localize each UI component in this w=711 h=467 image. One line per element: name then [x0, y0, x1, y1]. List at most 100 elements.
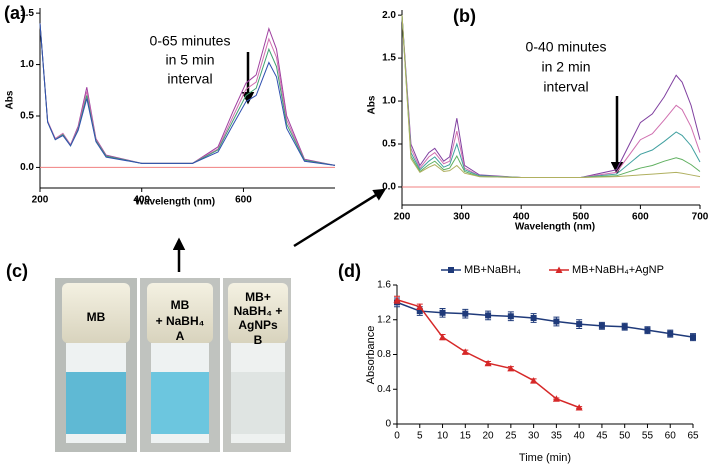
legend-symbol — [448, 267, 454, 273]
x-tick-label: 55 — [642, 431, 654, 442]
marker — [667, 330, 674, 337]
x-tick-label: 25 — [505, 431, 517, 442]
y-tick-label: 0.5 — [382, 139, 396, 150]
panel-label: (a) — [4, 3, 26, 23]
vial-solution — [231, 372, 285, 434]
x-tick-label: 200 — [32, 195, 49, 206]
x-tick-label: 300 — [453, 212, 470, 223]
vial-label: MB+ — [245, 290, 271, 304]
y-axis-label: Abs — [367, 95, 378, 114]
photo: (c) MB MB + NaBH₄ A MB+ NaBH₄ + AgNPs B — [6, 261, 291, 452]
marker — [621, 323, 628, 330]
marker — [393, 296, 401, 303]
y-axis-label: Absorbance — [365, 326, 377, 385]
vial-label: MB — [171, 298, 190, 312]
link-arrow — [293, 188, 387, 248]
y-tick-label: 1.0 — [20, 59, 34, 70]
marker — [690, 334, 696, 341]
y-tick-label: 0.0 — [382, 182, 396, 193]
marker — [416, 308, 423, 315]
vial-label: AgNPs — [238, 318, 278, 332]
marker — [575, 403, 583, 411]
chart: 200 400 600 0.0 0.5 1.0 1.5(a) Wavelength (nm) A… — [4, 3, 336, 208]
chart: 0 5 10 15 20 25 30 35 40 45 50 55 60 65 0 0.4 0.8 1.2 1.6 (… — [338, 261, 699, 464]
y-tick-label: 0.0 — [20, 162, 34, 173]
series-line — [396, 301, 694, 338]
x-tick-label: 700 — [692, 212, 709, 223]
legend-label: MB+NaBH₄+AgNP — [572, 264, 664, 276]
marker — [416, 303, 424, 310]
marker — [644, 327, 651, 334]
marker — [598, 322, 605, 329]
y-tick-label: 1.0 — [382, 96, 396, 107]
marker — [576, 321, 583, 328]
vial-label: + NaBH₄ — [156, 314, 205, 328]
annotation: in 5 min — [165, 52, 214, 68]
y-tick-label: 1.5 — [382, 53, 396, 64]
annotation: interval — [543, 79, 588, 95]
panel-label: (c) — [6, 261, 28, 281]
y-axis-label: Abs — [5, 90, 16, 109]
vial-cap — [62, 283, 130, 343]
y-tick-label: 0.8 — [377, 349, 391, 360]
marker — [530, 377, 538, 384]
vial-label: MB — [87, 310, 106, 324]
series-line — [401, 15, 701, 179]
marker — [552, 395, 560, 402]
vial-cap — [228, 283, 288, 343]
panel-label: (d) — [338, 261, 361, 281]
x-tick-label: 30 — [528, 431, 540, 442]
y-tick-label: 0.5 — [20, 111, 34, 122]
x-tick-label: 500 — [572, 212, 589, 223]
panel-label: (b) — [453, 6, 476, 26]
x-tick-label: 20 — [483, 431, 495, 442]
legend-label: MB+NaBH₄ — [464, 264, 521, 276]
x-tick-label: 15 — [460, 431, 472, 442]
x-tick-label: 600 — [235, 195, 252, 206]
legend-marker — [448, 267, 454, 273]
x-tick-label: 10 — [437, 431, 449, 442]
legend-marker — [555, 266, 563, 273]
x-tick-label: 5 — [417, 431, 423, 442]
x-tick-label: 200 — [394, 212, 411, 223]
x-tick-label: 40 — [574, 431, 586, 442]
x-tick-label: 50 — [619, 431, 631, 442]
x-tick-label: 65 — [687, 431, 699, 442]
x-tick-label: 60 — [665, 431, 677, 442]
vial-mark: A — [176, 329, 185, 343]
marker — [485, 312, 492, 319]
vial-solution — [151, 372, 209, 434]
x-tick-label: 0 — [394, 431, 400, 442]
x-axis-label: Wavelength (nm) — [515, 222, 595, 233]
legend-symbol — [555, 266, 563, 273]
x-tick-label: 400 — [133, 195, 150, 206]
x-tick-label: 35 — [551, 431, 563, 442]
x-tick-label: 600 — [632, 212, 649, 223]
marker — [530, 315, 537, 322]
chart: 200 300 400 500 600 700 0.0 0.5 1.0 1.5 2.0 (b) Wave… — [367, 6, 709, 233]
vial-mark: B — [254, 333, 263, 347]
vial-label: NaBH₄ + — [234, 304, 283, 318]
annotation: in 2 min — [541, 59, 590, 75]
y-tick-label: 1.2 — [377, 314, 391, 325]
vial-cap — [147, 283, 213, 343]
x-axis-label: Time (min) — [519, 452, 571, 464]
marker — [553, 318, 560, 325]
marker — [462, 310, 469, 317]
marker — [439, 309, 446, 316]
x-axis-label: Wavelength (nm) — [135, 197, 215, 208]
y-tick-label: 1.5 — [20, 8, 34, 19]
x-tick-label: 400 — [513, 212, 530, 223]
y-tick-label: 1.6 — [377, 280, 391, 291]
marker — [461, 348, 469, 355]
y-tick-label: 2.0 — [382, 10, 396, 21]
series-line — [39, 23, 336, 166]
vial-solution — [66, 372, 126, 434]
annotation: interval — [167, 71, 212, 87]
marker — [484, 359, 492, 367]
y-tick-label: 0 — [385, 419, 391, 430]
annotation: 0-65 minutes — [150, 33, 231, 49]
marker — [439, 333, 447, 341]
y-tick-label: 0.4 — [377, 384, 391, 395]
